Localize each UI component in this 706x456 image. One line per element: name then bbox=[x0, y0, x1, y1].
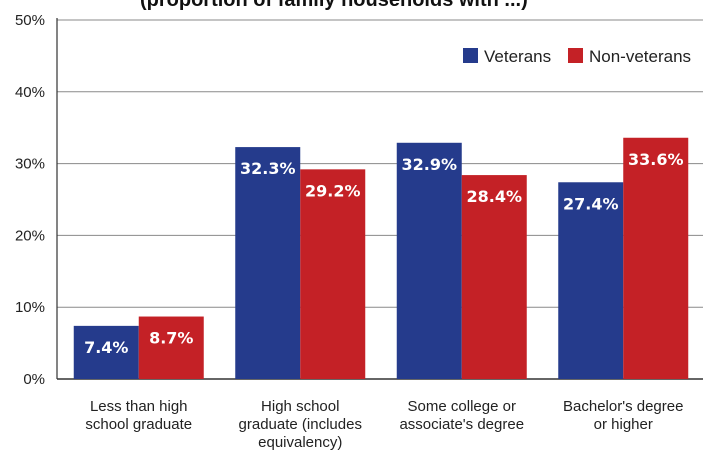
legend-label: Non-veterans bbox=[589, 47, 691, 66]
legend-swatch bbox=[568, 48, 583, 63]
y-tick-label: 20% bbox=[15, 227, 45, 244]
x-category-label: Less than high bbox=[90, 398, 188, 415]
y-tick-label: 50% bbox=[15, 12, 45, 29]
data-label: 28.4% bbox=[466, 187, 522, 206]
x-category-label: associate's degree bbox=[399, 416, 524, 433]
x-category-label: graduate (includes bbox=[239, 416, 362, 433]
data-label: 29.2% bbox=[305, 181, 361, 200]
bar-veterans-2 bbox=[235, 147, 301, 379]
bar-non-veterans-1 bbox=[138, 316, 204, 379]
data-labels: 7.4% 8.7% 32.3% 29.2% 32.9% 28.4% 27.4% 33.6% bbox=[84, 150, 683, 357]
bars bbox=[73, 137, 689, 379]
y-tick-label: 0% bbox=[23, 371, 45, 388]
bar-veterans-3 bbox=[396, 142, 462, 379]
data-label: 33.6% bbox=[628, 150, 684, 169]
x-category-label: school graduate bbox=[85, 416, 192, 433]
data-label: 8.7% bbox=[149, 329, 193, 348]
bar-non-veterans-4 bbox=[623, 137, 689, 379]
data-label: 27.4% bbox=[563, 194, 619, 213]
legend-swatch bbox=[463, 48, 478, 63]
bar-non-veterans-2 bbox=[300, 169, 366, 379]
data-label: 32.3% bbox=[240, 159, 296, 178]
x-category-label: Some college or bbox=[408, 398, 516, 415]
bar-veterans-1 bbox=[73, 325, 139, 379]
y-axis-ticks: 0% 10% 20% 30% 40% 50% bbox=[15, 12, 45, 388]
legend: Veterans Non-veterans bbox=[463, 47, 691, 66]
data-label: 32.9% bbox=[401, 155, 457, 174]
chart-title-fragment: (proportion of family households with ..… bbox=[140, 0, 528, 11]
y-tick-label: 40% bbox=[15, 84, 45, 101]
data-label: 7.4% bbox=[84, 338, 128, 357]
y-tick-label: 30% bbox=[15, 156, 45, 173]
legend-label: Veterans bbox=[484, 47, 551, 66]
x-category-label: equivalency) bbox=[258, 434, 342, 451]
x-category-label: or higher bbox=[594, 416, 653, 433]
y-tick-label: 10% bbox=[15, 299, 45, 316]
x-category-label: High school bbox=[261, 398, 339, 415]
bar-veterans-4 bbox=[558, 182, 624, 379]
bar-non-veterans-3 bbox=[461, 175, 527, 379]
x-category-label: Bachelor's degree bbox=[563, 398, 683, 415]
